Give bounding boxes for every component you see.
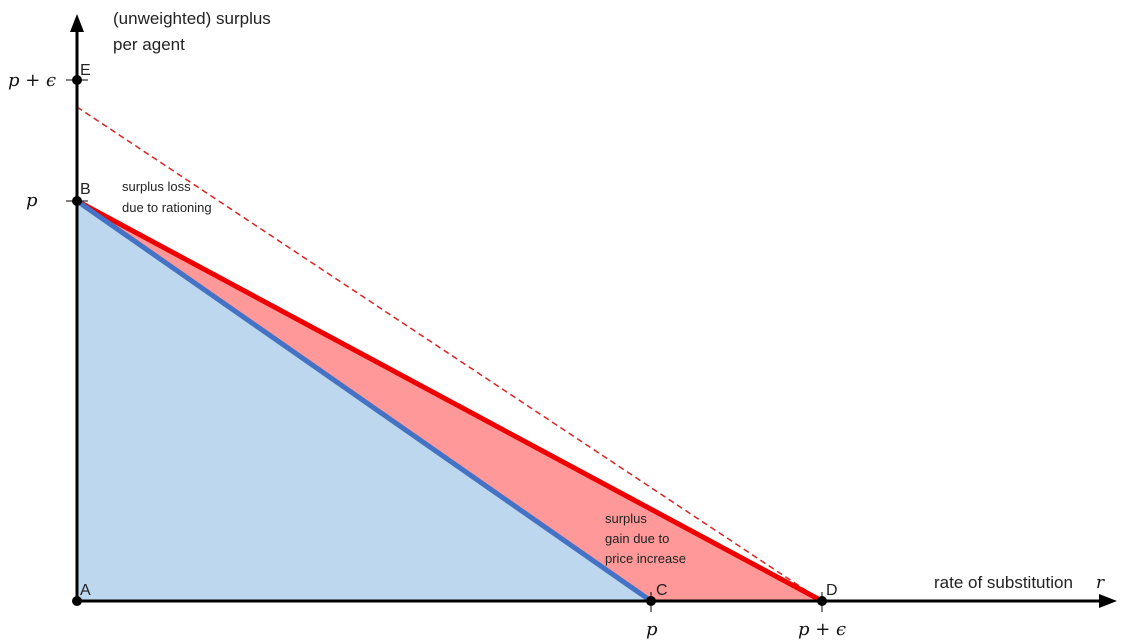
x-tick-label-p-plus-eps: p + ϵ bbox=[798, 619, 846, 640]
dashed-line-e-d bbox=[76, 106, 823, 602]
point-c-label: C bbox=[656, 582, 668, 599]
point-d-label: D bbox=[826, 582, 838, 599]
point-e-dot bbox=[72, 75, 82, 85]
y-tick-label-p: p bbox=[26, 190, 38, 211]
point-b-dot bbox=[72, 196, 82, 206]
blue-line-b-c bbox=[75, 198, 653, 604]
annotation-surplus-loss-line2: due to rationing bbox=[122, 200, 212, 215]
point-e-label: E bbox=[80, 62, 91, 79]
point-b-label: B bbox=[80, 181, 91, 198]
x-tick-label-p: p bbox=[646, 619, 658, 640]
y-axis-arrowhead bbox=[70, 14, 84, 32]
point-c-dot bbox=[646, 596, 656, 606]
annotation-surplus-loss-line1: surplus loss bbox=[122, 179, 191, 194]
y-axis-label-line1: (unweighted) surplus bbox=[113, 9, 271, 28]
point-a-dot bbox=[72, 596, 82, 606]
annotation-surplus-gain-line2: gain due to bbox=[605, 531, 669, 546]
y-tick-label-p-plus-eps: p + ϵ bbox=[8, 70, 56, 91]
x-axis-arrowhead bbox=[1099, 594, 1117, 608]
point-a-label: A bbox=[80, 582, 91, 599]
annotation-surplus-gain-line3: price increase bbox=[605, 551, 686, 566]
x-axis-label: rate of substitution bbox=[934, 573, 1073, 592]
y-axis-label-line2: per agent bbox=[113, 35, 185, 54]
annotation-surplus-gain-line1: surplus bbox=[605, 511, 647, 526]
x-axis-variable: r bbox=[1096, 573, 1105, 593]
red-line-b-d bbox=[75, 198, 824, 604]
point-d-dot bbox=[817, 596, 827, 606]
